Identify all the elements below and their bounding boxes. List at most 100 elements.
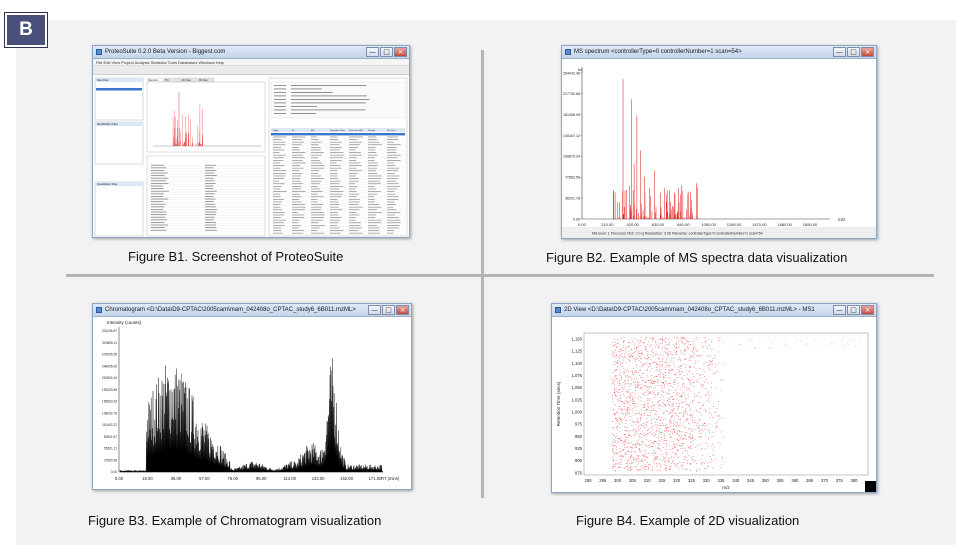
scatter-point bbox=[669, 396, 671, 398]
scatter-point bbox=[697, 444, 699, 446]
scatter-point bbox=[645, 434, 647, 435]
scatter-point bbox=[682, 411, 684, 413]
grid-cell bbox=[273, 152, 280, 153]
scatter-point bbox=[698, 402, 700, 403]
scatter-point bbox=[640, 451, 642, 453]
scatter-point bbox=[684, 350, 686, 352]
scatter-point bbox=[644, 401, 646, 403]
scatter-point bbox=[648, 415, 649, 416]
scatter-point bbox=[652, 391, 654, 393]
scatter-point bbox=[632, 462, 634, 463]
grid-cell bbox=[311, 227, 320, 229]
scatter-point bbox=[684, 434, 686, 436]
chromatogram-title-bar[interactable]: Chromatogram <D:\Data\D9-CPTAC\2005cam\m… bbox=[93, 304, 411, 317]
grid-cell bbox=[273, 178, 285, 179]
scatter-point bbox=[612, 433, 614, 434]
scatter-point bbox=[699, 375, 701, 376]
grid-cell bbox=[349, 206, 363, 208]
chromatogram-plot[interactable]: Intensity (counts)0.0027600.5655201.1182… bbox=[93, 317, 411, 489]
scatter-point bbox=[631, 446, 633, 448]
scatter-point bbox=[631, 448, 633, 449]
scatter-point bbox=[616, 418, 618, 419]
scatter-point bbox=[633, 373, 634, 375]
ms-spectrum-plot[interactable]: Intm/z0.0036291.7872583.56108875.3414516… bbox=[562, 59, 876, 238]
scatter-point bbox=[668, 413, 670, 414]
scatter-point bbox=[634, 347, 635, 349]
scatter-point bbox=[617, 361, 618, 363]
scatter-point bbox=[620, 439, 622, 441]
chromatogram-window[interactable]: Chromatogram <D:\Data\D9-CPTAC\2005cam\m… bbox=[92, 303, 412, 490]
scatter-point bbox=[677, 457, 679, 458]
2d-view-window[interactable]: 2D View <D:\Data\D9-CPTAC\2005cam\mam_04… bbox=[551, 303, 877, 493]
grid-header-cell: Charge bbox=[368, 129, 376, 132]
minimize-button[interactable]: — bbox=[833, 305, 846, 315]
grid-header-row bbox=[271, 128, 405, 132]
scatter-point bbox=[636, 357, 638, 358]
scatter-point bbox=[636, 378, 638, 380]
scatter-point bbox=[632, 396, 634, 398]
scatter-point bbox=[631, 447, 632, 448]
scatter-point bbox=[634, 424, 636, 426]
scatter-point bbox=[628, 435, 630, 437]
scatter-point bbox=[711, 339, 713, 341]
scatter-point bbox=[675, 352, 677, 353]
scatter-point bbox=[661, 343, 663, 344]
scatter-point bbox=[669, 370, 671, 371]
scatter-point bbox=[636, 372, 637, 373]
close-button[interactable]: × bbox=[861, 47, 874, 57]
scatter-point bbox=[648, 357, 650, 358]
proteosuite-title-bar[interactable]: ProteoSuite 0.2.0 Beta Version - Biggest… bbox=[93, 46, 409, 59]
scatter-point bbox=[619, 395, 621, 396]
close-button[interactable]: × bbox=[394, 47, 407, 57]
maximize-button[interactable]: □ bbox=[847, 47, 860, 57]
scatter-point bbox=[660, 372, 662, 373]
minimize-button[interactable]: — bbox=[368, 305, 381, 315]
2d-view-title-bar[interactable]: 2D View <D:\Data\D9-CPTAC\2005cam\mam_04… bbox=[552, 304, 876, 317]
scatter-point bbox=[651, 337, 653, 339]
scatter-point bbox=[641, 430, 643, 432]
ms-spectrum-window[interactable]: MS spectrum <controllerType=0 controller… bbox=[561, 45, 877, 239]
grid-cell bbox=[387, 165, 396, 166]
close-button[interactable]: × bbox=[861, 305, 874, 315]
scatter-point bbox=[679, 431, 681, 432]
y-tick-label: 1,150 bbox=[572, 336, 583, 341]
proteosuite-menu-bar[interactable]: File Edit View Project Analysis Statisti… bbox=[93, 59, 409, 66]
grid-cell bbox=[330, 154, 344, 156]
grid-cell bbox=[387, 144, 401, 146]
scatter-point bbox=[674, 424, 676, 426]
maximize-button[interactable]: □ bbox=[847, 305, 860, 315]
scatter-point bbox=[617, 443, 619, 444]
grid-cell bbox=[311, 214, 325, 216]
x-tick-label: 19.00 bbox=[142, 476, 153, 481]
2d-view-plot[interactable]: Retention Time (secs)m/z8759009259509751… bbox=[552, 317, 876, 492]
minimize-button[interactable]: — bbox=[366, 47, 379, 57]
proteosuite-toolbar[interactable] bbox=[93, 66, 409, 75]
scatter-point bbox=[625, 452, 626, 454]
scatter-point bbox=[649, 366, 651, 367]
close-button[interactable]: × bbox=[396, 305, 409, 315]
minimize-button[interactable]: — bbox=[833, 47, 846, 57]
proteosuite-window[interactable]: ProteoSuite 0.2.0 Beta Version - Biggest… bbox=[92, 45, 410, 238]
scatter-point bbox=[692, 430, 693, 432]
maximize-button[interactable]: □ bbox=[382, 305, 395, 315]
scatter-point bbox=[696, 469, 697, 471]
scatter-point bbox=[666, 443, 668, 444]
scatter-point bbox=[655, 453, 657, 454]
scatter-point bbox=[619, 400, 621, 401]
scatter-point bbox=[648, 388, 650, 390]
y-tick-label: 220804.44 bbox=[102, 376, 117, 380]
scatter-point bbox=[655, 469, 657, 471]
scatter-point bbox=[623, 441, 625, 442]
scatter-point bbox=[644, 410, 646, 412]
scatter-point bbox=[642, 380, 644, 381]
x-tick-label: 1050.00 bbox=[701, 222, 716, 227]
ms-spectrum-title-bar[interactable]: MS spectrum <controllerType=0 controller… bbox=[562, 46, 876, 59]
scatter-point bbox=[612, 467, 614, 469]
scatter-point bbox=[664, 438, 666, 439]
scatter-point bbox=[635, 387, 637, 388]
scatter-point bbox=[709, 360, 710, 362]
scatter-point bbox=[646, 380, 648, 381]
scatter-point bbox=[649, 344, 651, 346]
maximize-button[interactable]: □ bbox=[380, 47, 393, 57]
scatter-point bbox=[628, 434, 630, 435]
